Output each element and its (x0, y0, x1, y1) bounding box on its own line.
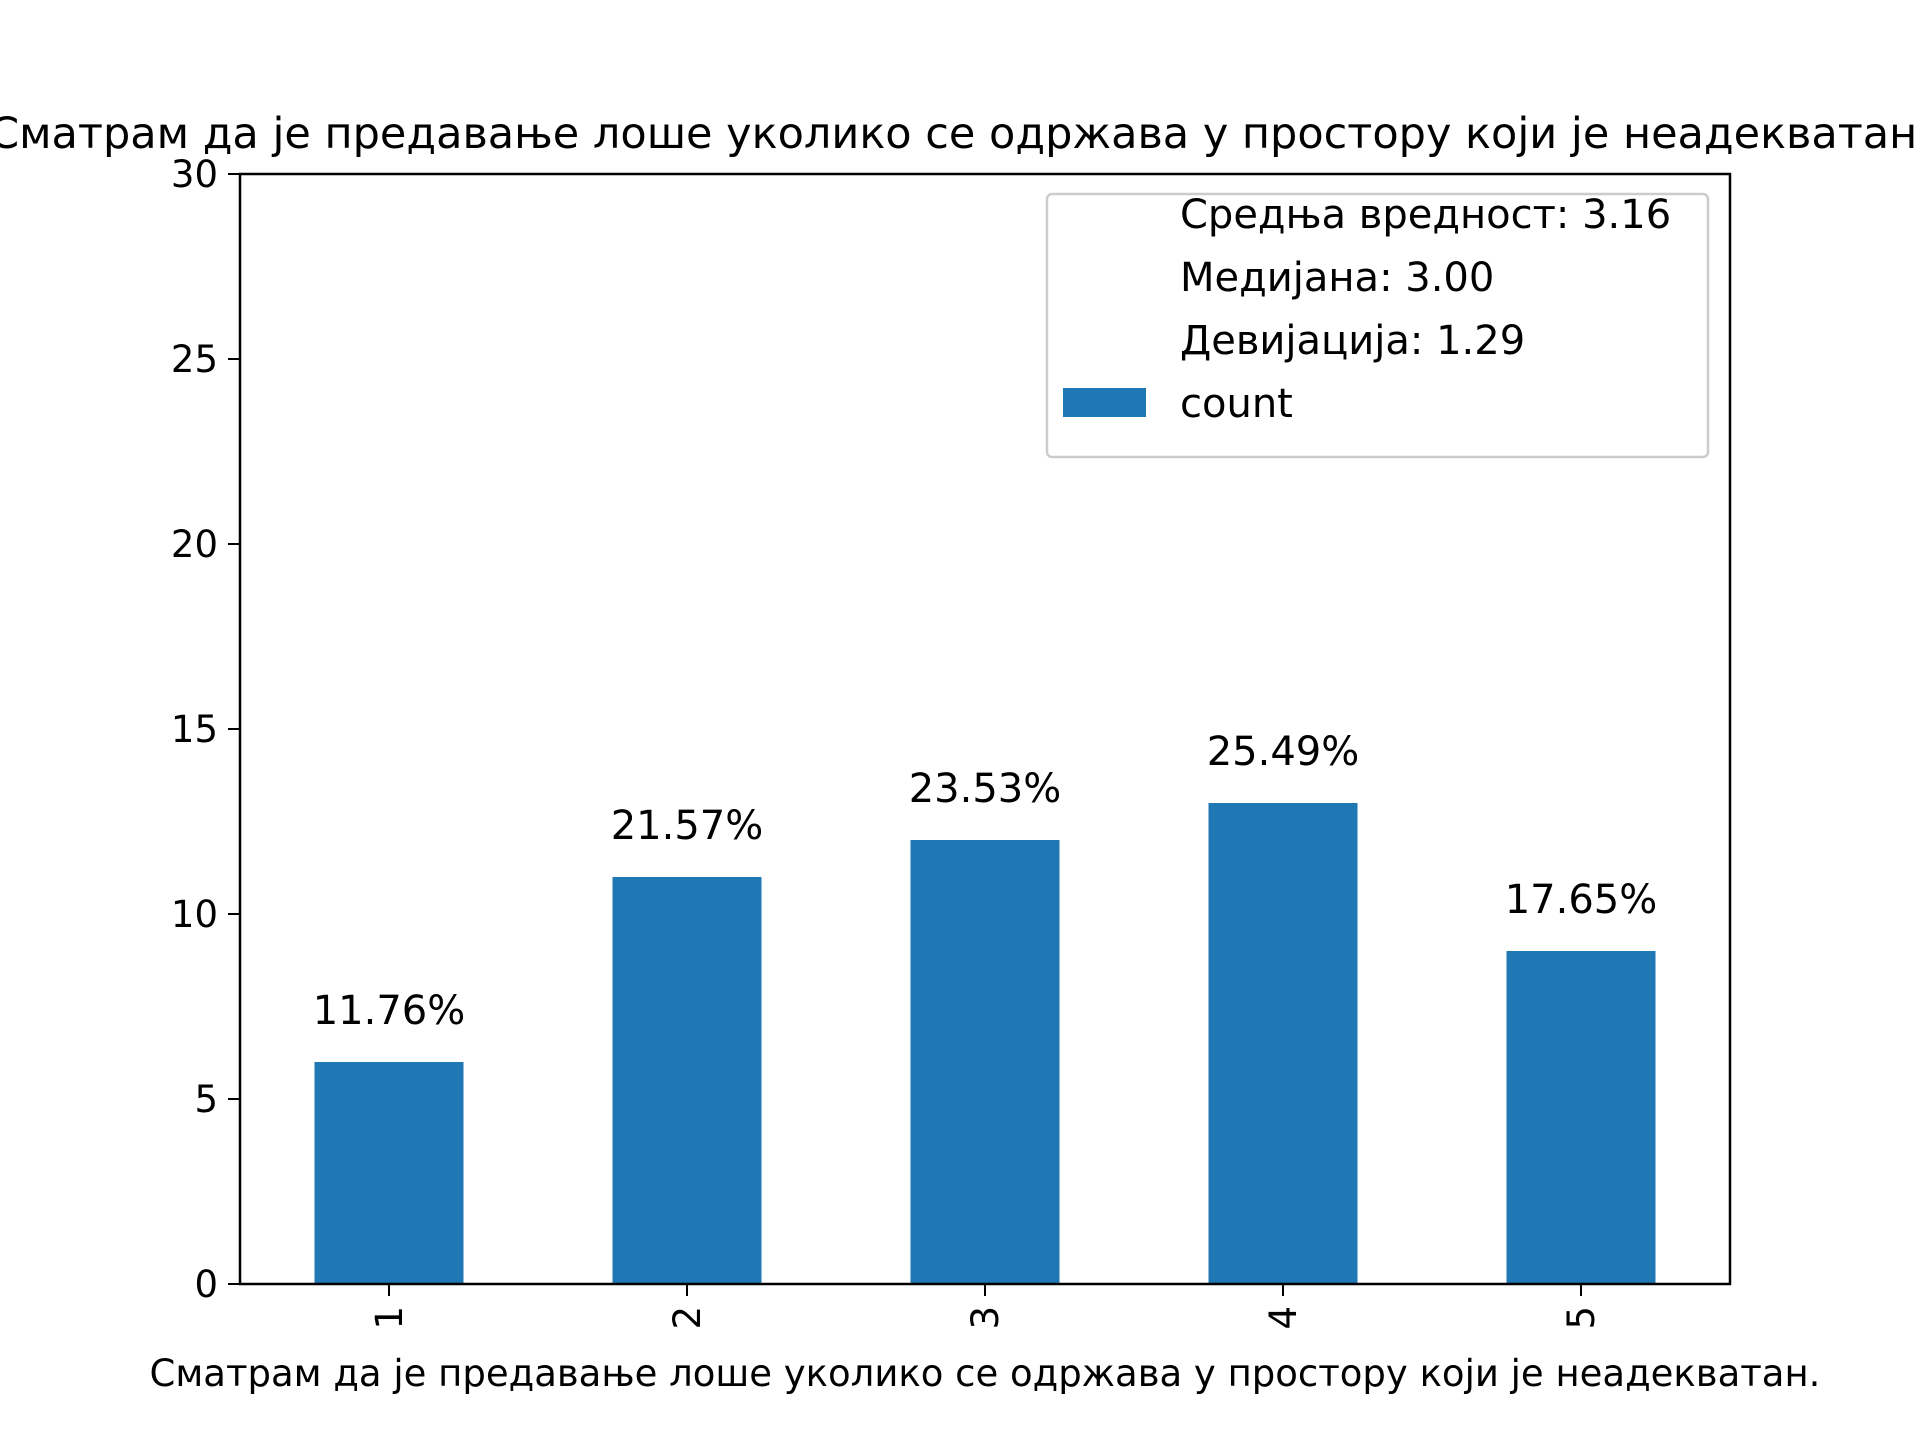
x-axis-label: Сматрам да је предавање лоше уколико се … (150, 1352, 1821, 1395)
y-axis: 0 5 10 15 20 25 30 (171, 153, 240, 1306)
bar-label-3: 23.53% (909, 766, 1062, 812)
x-tick-label-3: 3 (964, 1306, 1007, 1330)
y-tick-label-10: 10 (171, 893, 218, 936)
bar-5 (1506, 951, 1656, 1284)
y-tick-label-30: 30 (171, 153, 218, 196)
bar-1 (314, 1062, 464, 1284)
bars (314, 803, 1656, 1284)
bar-label-1: 11.76% (313, 988, 466, 1034)
legend-frame (1045, 192, 1710, 459)
chart-title: Сматрам да је предавање лоше уколико се … (0, 109, 1920, 159)
bar-label-4: 25.49% (1207, 729, 1360, 775)
y-tick-label-5: 5 (194, 1078, 218, 1121)
bar-value-labels: 11.76% 21.57% 23.53% 25.49% 17.65% (313, 729, 1658, 1034)
y-tick-label-0: 0 (194, 1263, 218, 1306)
y-tick-label-25: 25 (171, 338, 218, 381)
bar-label-5: 17.65% (1505, 877, 1658, 923)
legend-swatch-count (1063, 388, 1146, 417)
legend: Средња вредност: 3.16 Медијана: 3.00 Девиј… (1045, 192, 1710, 459)
bar-4 (1208, 803, 1358, 1284)
legend-entry-3: Девијација: 1.29 (1180, 318, 1525, 364)
x-tick-label-1: 1 (368, 1306, 411, 1330)
x-axis: 1 2 3 4 5 (368, 1284, 1603, 1330)
bar-2 (612, 877, 762, 1284)
legend-entry-1: Средња вредност: 3.16 (1180, 192, 1671, 238)
bar-3 (910, 840, 1060, 1284)
legend-entry-count: count (1180, 381, 1293, 427)
x-tick-label-5: 5 (1560, 1306, 1603, 1330)
x-tick-label-4: 4 (1262, 1306, 1305, 1330)
y-tick-label-15: 15 (171, 708, 218, 751)
legend-entry-2: Медијана: 3.00 (1180, 255, 1494, 301)
bar-label-2: 21.57% (611, 803, 764, 849)
y-tick-label-20: 20 (171, 523, 218, 566)
x-tick-label-2: 2 (666, 1306, 709, 1330)
